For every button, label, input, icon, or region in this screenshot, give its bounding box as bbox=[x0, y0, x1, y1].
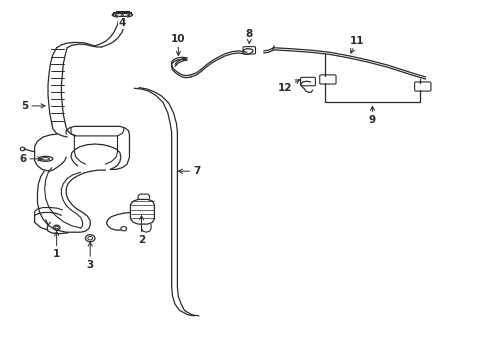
Text: 9: 9 bbox=[368, 106, 375, 125]
Text: 12: 12 bbox=[277, 80, 299, 93]
Text: 8: 8 bbox=[245, 28, 252, 44]
Text: 5: 5 bbox=[21, 101, 45, 111]
Text: 2: 2 bbox=[138, 216, 145, 245]
Text: 1: 1 bbox=[53, 231, 60, 259]
Text: 3: 3 bbox=[86, 242, 94, 270]
Text: 7: 7 bbox=[178, 166, 200, 176]
Text: 4: 4 bbox=[119, 14, 126, 28]
Text: 11: 11 bbox=[349, 36, 364, 53]
Text: 10: 10 bbox=[171, 34, 185, 55]
Text: 6: 6 bbox=[20, 154, 41, 164]
